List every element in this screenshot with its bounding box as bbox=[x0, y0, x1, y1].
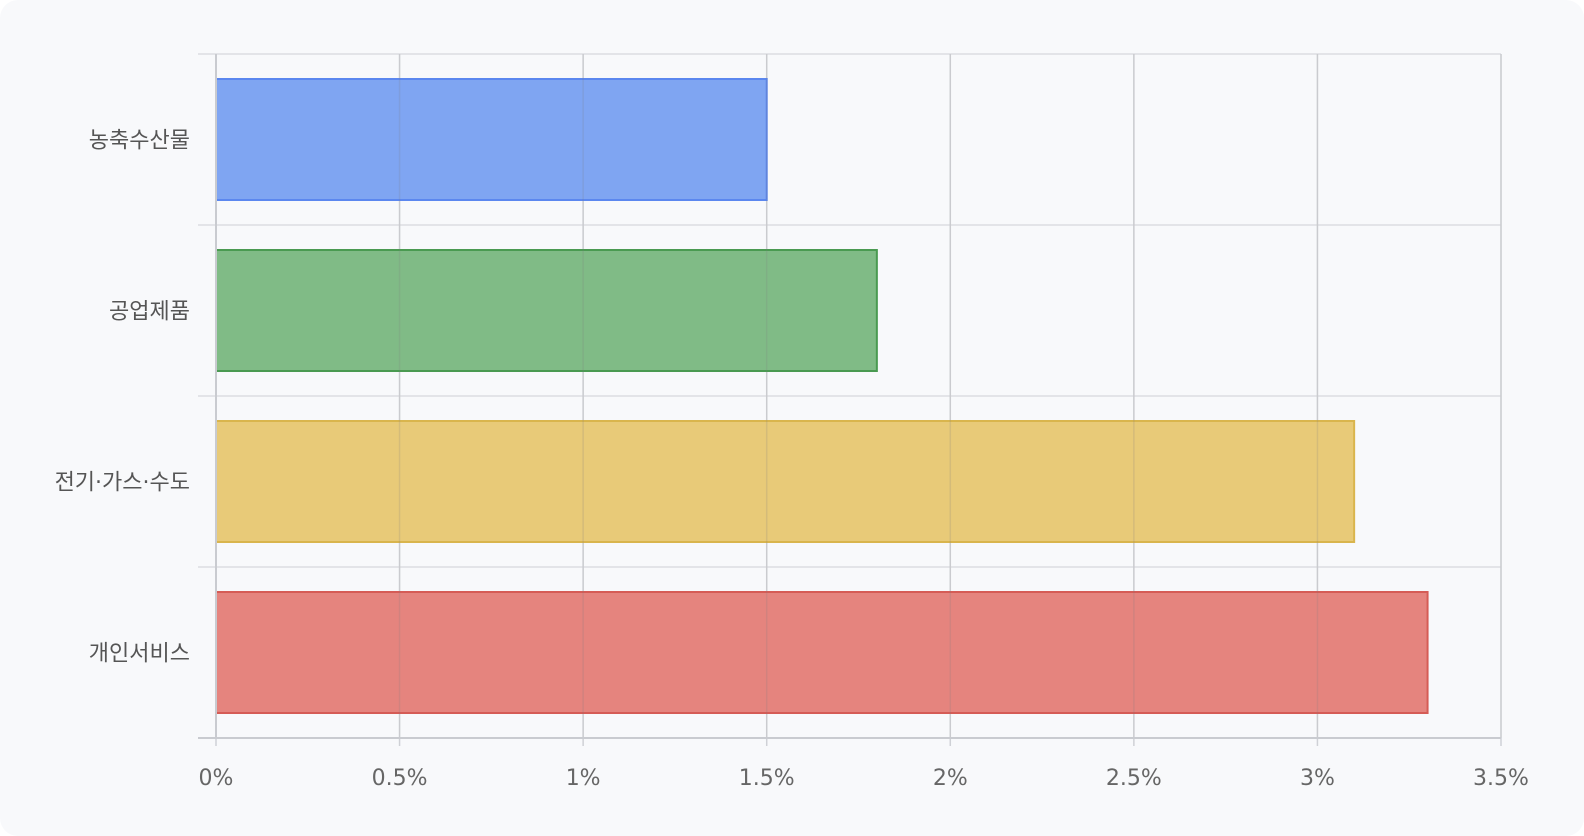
x-tick-label: 2% bbox=[933, 766, 968, 791]
x-tick-label: 2.5% bbox=[1106, 766, 1162, 791]
category-label: 공업제품 bbox=[109, 300, 190, 325]
label-layer: 0% 0.5% 1% 1.5% 2% 2.5% 3% 3.5% 농축수산물공업제품전기·가스·수… bbox=[55, 129, 1529, 792]
category-label: 전기·가스·수도 bbox=[55, 471, 190, 496]
x-tick-label: 3.5% bbox=[1473, 766, 1529, 791]
category-label: 개인서비스 bbox=[89, 642, 190, 667]
x-tick-label: 3% bbox=[1300, 766, 1335, 791]
bars-layer bbox=[215, 78, 1429, 714]
x-tick-label: 0.5% bbox=[372, 766, 428, 791]
x-tick-label: 1% bbox=[566, 766, 601, 791]
x-tick-label: 1.5% bbox=[739, 766, 795, 791]
x-tick-label: 0% bbox=[199, 766, 234, 791]
bar-2 bbox=[215, 249, 878, 372]
bar-4 bbox=[215, 591, 1429, 714]
bar-3 bbox=[215, 420, 1356, 543]
axis-layer bbox=[198, 54, 1502, 746]
bar-1 bbox=[215, 78, 768, 201]
category-label: 농축수산물 bbox=[89, 129, 190, 154]
